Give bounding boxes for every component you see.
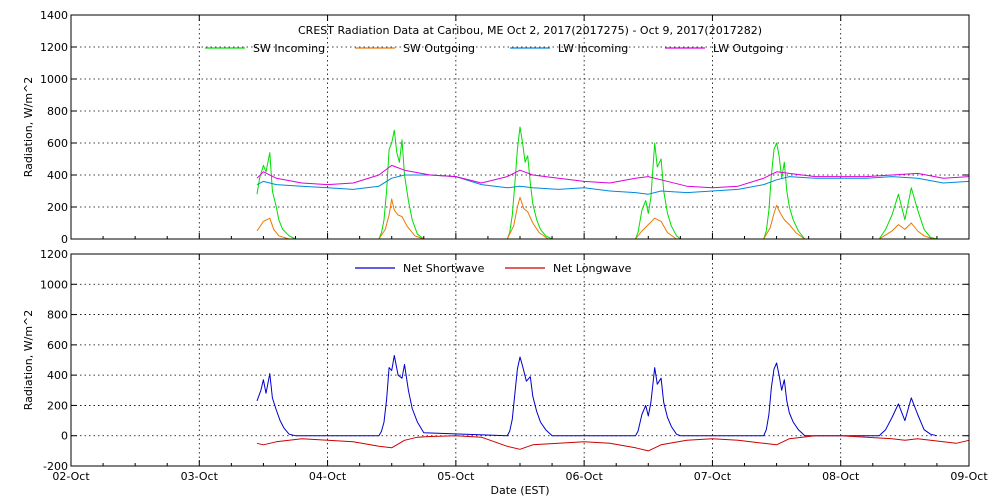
y-tick-label: 200: [47, 399, 68, 412]
series-line-net-shortwave: [256, 355, 938, 437]
top-panel-grid: [71, 15, 969, 239]
y-tick-label: 1400: [40, 9, 68, 22]
y-tick-label: 800: [47, 309, 68, 322]
top-panel-y-ticks: 0 200 400 600 800 1000 1200 1400: [40, 9, 969, 246]
y-tick-label: 1200: [40, 248, 68, 261]
top-panel-legend: SW Incoming SW Outgoing LW Incoming LW Outg…: [205, 42, 783, 55]
x-tick-label: 08-Oct: [822, 470, 860, 483]
y-tick-label: 1200: [40, 41, 68, 54]
x-axis-label: Date (EST): [490, 484, 549, 497]
top-panel-y-axis-label: Radiation, W/m^2: [22, 77, 35, 178]
bottom-panel-series: [256, 355, 970, 452]
series-line-lw-incoming: [256, 174, 970, 195]
x-tick-label: 05-Oct: [437, 470, 475, 483]
y-tick-label: 200: [47, 201, 68, 214]
y-tick-label: 400: [47, 169, 68, 182]
x-tick-label: 04-Oct: [309, 470, 347, 483]
x-tick-label: 06-Oct: [565, 470, 603, 483]
legend-label: Net Longwave: [553, 262, 632, 275]
bottom-panel-legend: Net Shortwave Net Longwave: [355, 262, 632, 275]
legend-label: LW Outgoing: [713, 42, 783, 55]
legend-label: SW Incoming: [253, 42, 325, 55]
legend-label: Net Shortwave: [403, 262, 485, 275]
bottom-panel: -200 0 200 400 600 800 1000 1200 02-Oct 03-Oct 04…: [22, 248, 988, 497]
y-tick-label: 0: [61, 233, 68, 246]
x-tick-label: 07-Oct: [694, 470, 732, 483]
series-line-sw-incoming: [256, 126, 938, 240]
bottom-panel-x-ticks: 02-Oct 03-Oct 04-Oct 05-Oct 06-Oct 07-Oct 08-O…: [52, 254, 988, 483]
y-tick-label: 400: [47, 369, 68, 382]
y-tick-label: 600: [47, 339, 68, 352]
legend-label: LW Incoming: [558, 42, 628, 55]
bottom-panel-y-ticks: -200 0 200 400 600 800 1000 1200: [40, 248, 969, 473]
y-tick-label: 1000: [40, 278, 68, 291]
x-tick-label: 02-Oct: [52, 470, 90, 483]
x-tick-label: 03-Oct: [181, 470, 219, 483]
top-panel-title: CREST Radiation Data at Caribou, ME Oct …: [298, 24, 762, 37]
y-tick-label: 1000: [40, 73, 68, 86]
y-tick-label: 0: [61, 430, 68, 443]
y-tick-label: 800: [47, 105, 68, 118]
y-tick-label: 600: [47, 137, 68, 150]
top-panel-x-ticks: [70, 15, 970, 239]
bottom-panel-y-axis-label: Radiation, W/m^2: [22, 310, 35, 411]
series-line-lw-outgoing: [256, 164, 970, 189]
x-tick-label: 09-Oct: [950, 470, 988, 483]
series-line-net-longwave: [256, 435, 970, 452]
legend-label: SW Outgoing: [403, 42, 475, 55]
y-tick-label: -200: [43, 460, 68, 473]
